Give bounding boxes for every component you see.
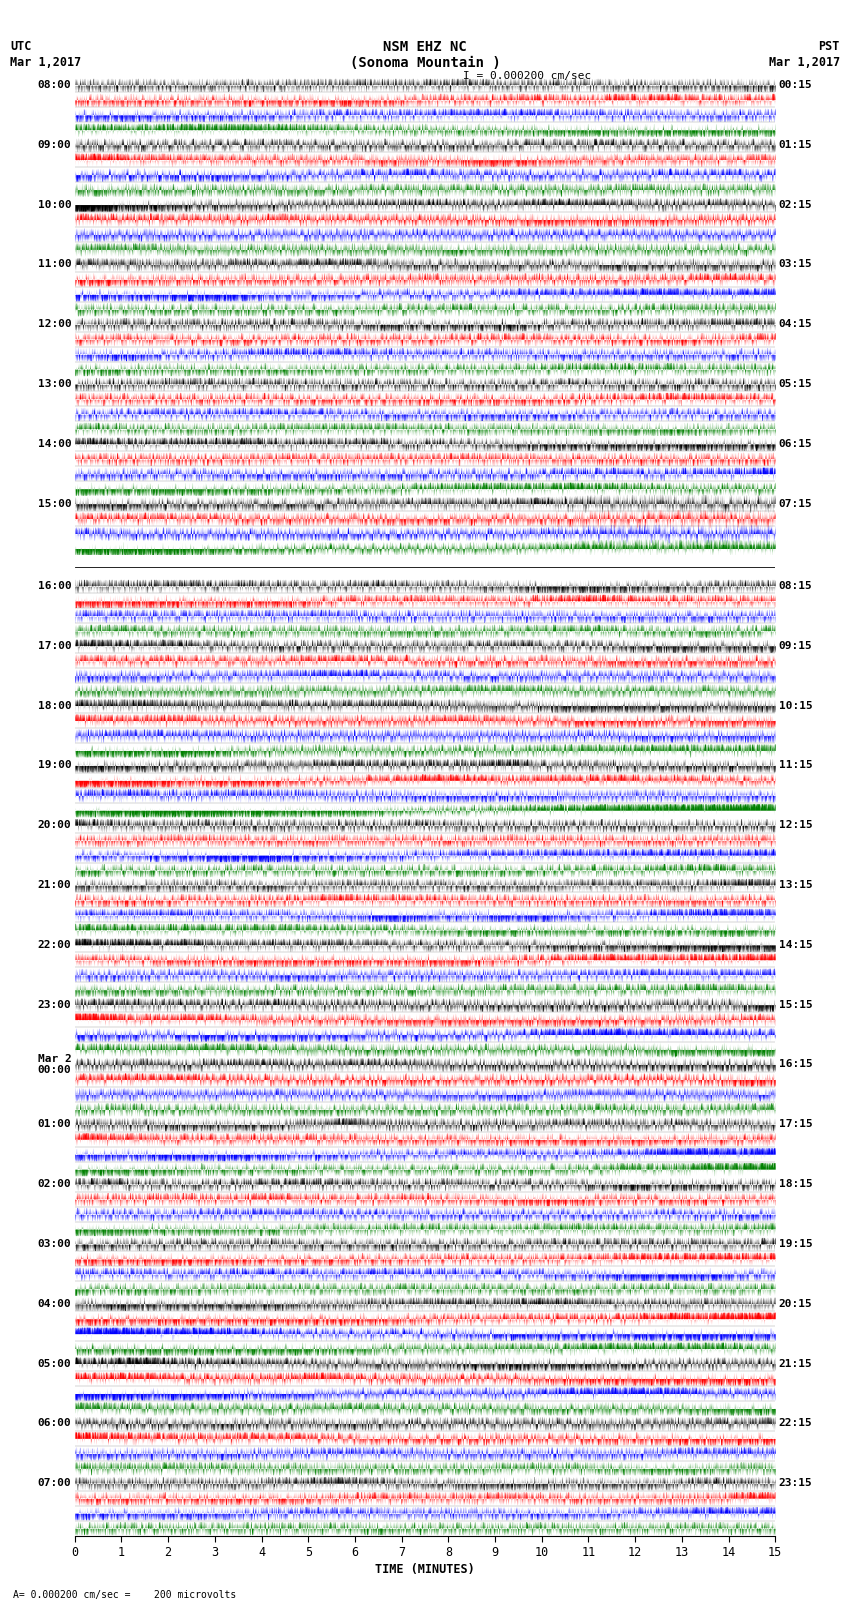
Text: 13:15: 13:15 xyxy=(779,881,813,890)
Text: 13:00: 13:00 xyxy=(37,379,71,389)
Text: 04:00: 04:00 xyxy=(37,1298,71,1308)
Text: 08:15: 08:15 xyxy=(779,581,813,590)
Text: I = 0.000200 cm/sec: I = 0.000200 cm/sec xyxy=(463,71,591,81)
Text: UTC: UTC xyxy=(10,40,31,53)
Text: NSM EHZ NC: NSM EHZ NC xyxy=(383,40,467,55)
Text: PST: PST xyxy=(819,40,840,53)
Text: 12:15: 12:15 xyxy=(779,819,813,831)
X-axis label: TIME (MINUTES): TIME (MINUTES) xyxy=(375,1563,475,1576)
Text: 15:00: 15:00 xyxy=(37,498,71,508)
Text: 21:00: 21:00 xyxy=(37,881,71,890)
Text: 10:00: 10:00 xyxy=(37,200,71,210)
Text: Mar 2
00:00: Mar 2 00:00 xyxy=(37,1053,71,1076)
Text: 12:00: 12:00 xyxy=(37,319,71,329)
Text: 02:00: 02:00 xyxy=(37,1179,71,1189)
Text: 07:15: 07:15 xyxy=(779,498,813,508)
Text: 02:15: 02:15 xyxy=(779,200,813,210)
Text: 03:00: 03:00 xyxy=(37,1239,71,1248)
Text: 04:15: 04:15 xyxy=(779,319,813,329)
Text: 15:15: 15:15 xyxy=(779,1000,813,1010)
Text: 23:00: 23:00 xyxy=(37,1000,71,1010)
Text: 19:15: 19:15 xyxy=(779,1239,813,1248)
Text: 17:15: 17:15 xyxy=(779,1119,813,1129)
Text: 20:00: 20:00 xyxy=(37,819,71,831)
Text: 01:00: 01:00 xyxy=(37,1119,71,1129)
Text: A= 0.000200 cm/sec =    200 microvolts: A= 0.000200 cm/sec = 200 microvolts xyxy=(13,1590,236,1600)
Text: 05:00: 05:00 xyxy=(37,1358,71,1368)
Bar xyxy=(75,555,775,579)
Text: 18:15: 18:15 xyxy=(779,1179,813,1189)
Text: 01:15: 01:15 xyxy=(779,140,813,150)
Text: 11:15: 11:15 xyxy=(779,760,813,771)
Text: 08:00: 08:00 xyxy=(37,81,71,90)
Text: 19:00: 19:00 xyxy=(37,760,71,771)
Text: (Sonoma Mountain ): (Sonoma Mountain ) xyxy=(349,56,501,71)
Text: 16:15: 16:15 xyxy=(779,1060,813,1069)
Text: Mar 1,2017: Mar 1,2017 xyxy=(768,56,840,69)
Text: 21:15: 21:15 xyxy=(779,1358,813,1368)
Text: Mar 1,2017: Mar 1,2017 xyxy=(10,56,82,69)
Text: 11:00: 11:00 xyxy=(37,260,71,269)
Text: 17:00: 17:00 xyxy=(37,640,71,650)
Text: 20:15: 20:15 xyxy=(779,1298,813,1308)
Text: 00:15: 00:15 xyxy=(779,81,813,90)
Text: 06:00: 06:00 xyxy=(37,1418,71,1429)
Text: 22:15: 22:15 xyxy=(779,1418,813,1429)
Text: 05:15: 05:15 xyxy=(779,379,813,389)
Text: 09:15: 09:15 xyxy=(779,640,813,650)
Text: 03:15: 03:15 xyxy=(779,260,813,269)
Text: 14:00: 14:00 xyxy=(37,439,71,448)
Text: 18:00: 18:00 xyxy=(37,700,71,711)
Text: 10:15: 10:15 xyxy=(779,700,813,711)
Text: 09:00: 09:00 xyxy=(37,140,71,150)
Text: 07:00: 07:00 xyxy=(37,1478,71,1489)
Text: 22:00: 22:00 xyxy=(37,940,71,950)
Text: 23:15: 23:15 xyxy=(779,1478,813,1489)
Text: 06:15: 06:15 xyxy=(779,439,813,448)
Text: 14:15: 14:15 xyxy=(779,940,813,950)
Text: 16:00: 16:00 xyxy=(37,581,71,590)
